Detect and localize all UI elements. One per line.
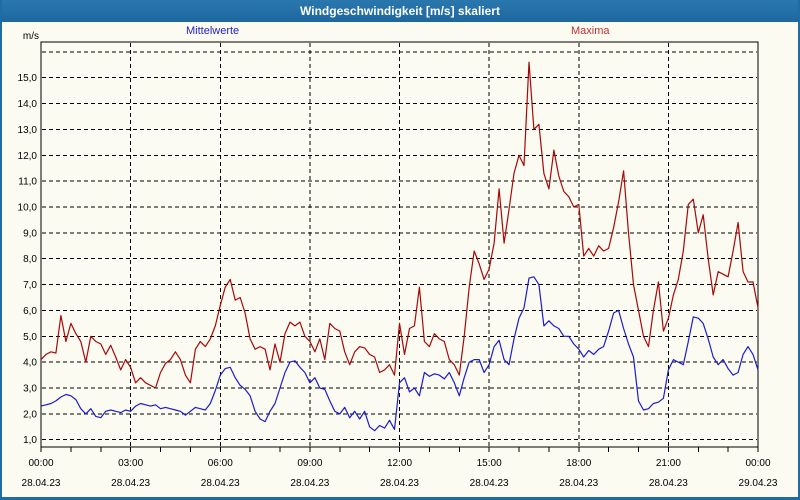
legend-maxima-label: Maxima xyxy=(571,25,610,37)
svg-text:06:00: 06:00 xyxy=(208,458,233,469)
svg-text:29.04.23: 29.04.23 xyxy=(739,478,778,489)
svg-text:00:00: 00:00 xyxy=(745,458,770,469)
svg-text:12,0: 12,0 xyxy=(18,151,38,162)
window-titlebar: Windgeschwindigkeit [m/s] skaliert xyxy=(0,0,800,22)
svg-text:15,0: 15,0 xyxy=(18,73,38,84)
x-tick-labels: 00:00 28.04.23 03:00 28.04.23 06:00 28.04.23 0… xyxy=(22,458,778,489)
svg-text:28.04.23: 28.04.23 xyxy=(380,478,419,489)
svg-text:28.04.23: 28.04.23 xyxy=(22,478,61,489)
svg-text:15:00: 15:00 xyxy=(477,458,502,469)
svg-text:28.04.23: 28.04.23 xyxy=(290,478,329,489)
svg-text:2,0: 2,0 xyxy=(23,409,37,420)
svg-text:3,0: 3,0 xyxy=(23,383,37,394)
svg-text:10,0: 10,0 xyxy=(18,202,38,213)
legend-mittelwerte-label: Mittelwerte xyxy=(186,25,240,37)
svg-text:9,0: 9,0 xyxy=(23,228,37,239)
svg-text:03:00: 03:00 xyxy=(118,458,143,469)
svg-text:14,0: 14,0 xyxy=(18,99,38,110)
svg-text:18:00: 18:00 xyxy=(566,458,591,469)
svg-text:00:00: 00:00 xyxy=(28,458,53,469)
svg-text:28.04.23: 28.04.23 xyxy=(111,478,150,489)
series-maxima-line xyxy=(40,61,759,389)
svg-text:28.04.23: 28.04.23 xyxy=(201,478,240,489)
x-tick-marks xyxy=(40,447,759,452)
svg-text:5,0: 5,0 xyxy=(23,332,37,343)
svg-text:6,0: 6,0 xyxy=(23,306,37,317)
y-axis-unit-label: m/s xyxy=(23,31,39,42)
svg-text:09:00: 09:00 xyxy=(297,458,322,469)
svg-text:28.04.23: 28.04.23 xyxy=(559,478,598,489)
series-mittelwerte-line xyxy=(40,276,759,432)
svg-text:7,0: 7,0 xyxy=(23,280,37,291)
svg-text:4,0: 4,0 xyxy=(23,358,37,369)
svg-text:13,0: 13,0 xyxy=(18,125,38,136)
svg-text:8,0: 8,0 xyxy=(23,254,37,265)
svg-text:11,0: 11,0 xyxy=(18,177,37,188)
y-tick-labels: 1,0 2,0 3,0 4,0 5,0 6,0 7,0 8,0 9,0 10,0 11,0 12,0 1… xyxy=(18,31,39,446)
horizontal-gridlines xyxy=(42,51,757,441)
svg-text:28.04.23: 28.04.23 xyxy=(470,478,509,489)
window-title: Windgeschwindigkeit [m/s] skaliert xyxy=(300,4,500,18)
svg-text:28.04.23: 28.04.23 xyxy=(649,478,688,489)
svg-text:1,0: 1,0 xyxy=(23,435,37,446)
svg-text:21:00: 21:00 xyxy=(656,458,681,469)
svg-text:12:00: 12:00 xyxy=(387,458,412,469)
